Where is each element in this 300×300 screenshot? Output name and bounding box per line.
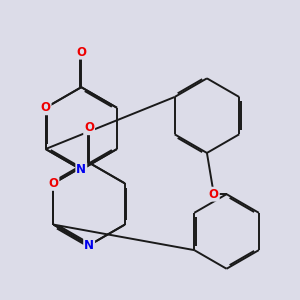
Text: O: O xyxy=(40,101,51,114)
Text: O: O xyxy=(48,177,59,190)
Text: N: N xyxy=(76,163,86,176)
Text: N: N xyxy=(84,239,94,252)
Text: O: O xyxy=(84,121,94,134)
Text: O: O xyxy=(76,46,86,59)
Text: O: O xyxy=(209,188,219,201)
